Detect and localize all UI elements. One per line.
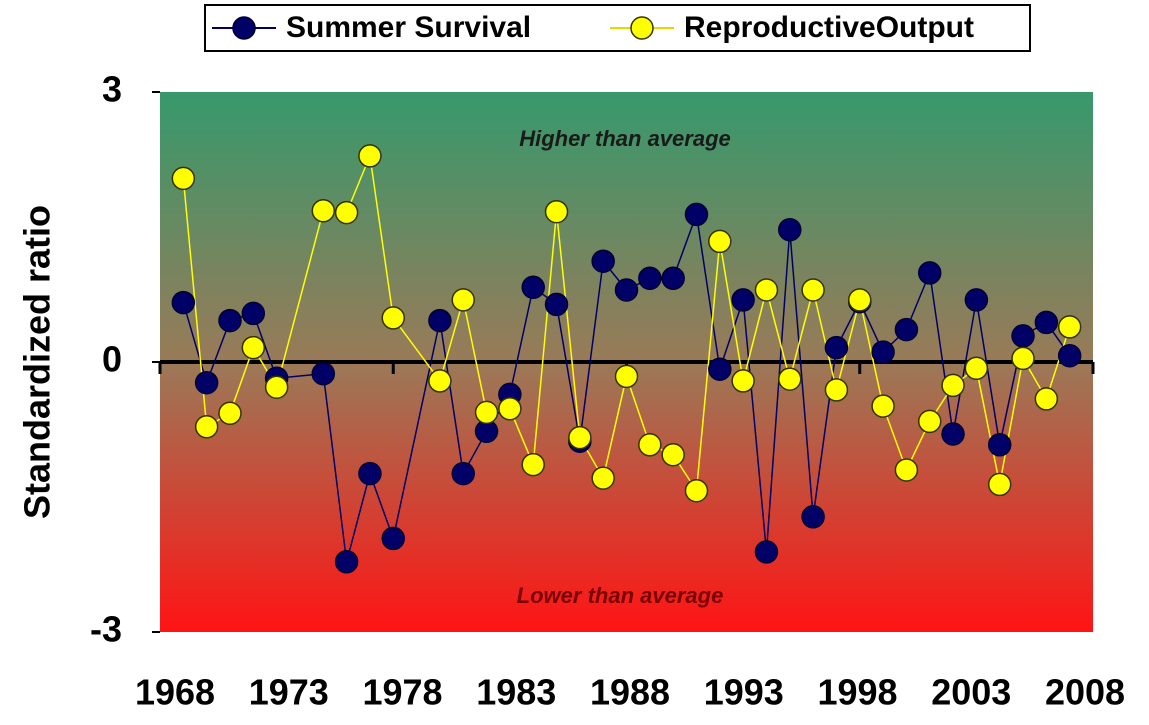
marker — [1011, 346, 1035, 371]
marker — [311, 199, 336, 223]
marker — [171, 166, 196, 191]
marker — [684, 202, 709, 227]
y-tick-label: -3 — [90, 609, 122, 650]
marker — [824, 378, 849, 402]
marker — [801, 278, 825, 302]
marker — [661, 266, 685, 291]
y-tick-label: 0 — [102, 339, 122, 380]
marker — [964, 288, 989, 312]
marker — [894, 458, 919, 482]
legend-marker — [630, 16, 654, 40]
marker — [824, 335, 849, 360]
x-tick-label: 2008 — [1045, 672, 1125, 713]
marker — [218, 308, 242, 333]
annotation: Lower than average — [517, 583, 724, 608]
marker — [568, 425, 592, 450]
marker — [428, 369, 452, 393]
marker — [731, 288, 755, 312]
marker — [801, 505, 825, 529]
marker — [941, 422, 965, 446]
x-tick-label: 1978 — [362, 672, 442, 713]
marker — [1034, 310, 1059, 335]
marker — [171, 290, 196, 315]
x-tick-label: 1973 — [249, 672, 329, 713]
x-tick-label: 2003 — [931, 672, 1011, 713]
marker — [638, 266, 662, 291]
marker — [731, 369, 755, 393]
marker — [498, 397, 522, 421]
marker — [1057, 343, 1082, 368]
marker — [871, 394, 895, 418]
marker — [987, 472, 1012, 497]
legend-label: ReproductiveOutput — [684, 11, 974, 44]
legend-label: Summer Survival — [286, 11, 531, 44]
marker — [987, 433, 1012, 457]
marker — [334, 550, 359, 574]
marker — [194, 370, 219, 395]
marker — [638, 433, 662, 457]
marker — [871, 340, 895, 364]
marker — [544, 292, 569, 317]
marker — [474, 400, 499, 425]
marker — [894, 317, 919, 342]
y-tick-label: 3 — [102, 69, 122, 110]
marker — [614, 278, 639, 302]
marker — [684, 478, 709, 503]
marker — [941, 373, 965, 398]
marker — [521, 452, 545, 477]
marker — [1057, 315, 1082, 339]
marker — [451, 288, 475, 312]
marker — [241, 301, 266, 326]
marker — [778, 217, 802, 242]
marker — [1011, 324, 1035, 348]
marker — [591, 466, 615, 490]
marker — [264, 375, 289, 399]
marker — [451, 461, 475, 486]
marker — [591, 249, 615, 273]
x-tick-label: 1993 — [704, 672, 784, 713]
marker — [194, 415, 219, 439]
marker — [381, 526, 405, 551]
marker — [521, 275, 545, 300]
marker — [381, 306, 405, 330]
marker — [358, 461, 382, 486]
marker — [964, 356, 989, 381]
marker — [358, 144, 382, 168]
marker — [218, 401, 242, 426]
marker — [708, 229, 732, 254]
x-tick-label: 1983 — [476, 672, 556, 713]
marker — [1034, 387, 1059, 411]
annotation: Higher than average — [519, 126, 731, 151]
marker — [917, 261, 942, 285]
marker — [848, 288, 872, 312]
marker — [334, 200, 359, 225]
x-tick-label: 1998 — [817, 672, 897, 713]
marker — [311, 361, 336, 386]
marker — [544, 199, 569, 224]
marker — [241, 335, 266, 360]
marker — [614, 364, 639, 389]
legend-marker — [232, 16, 256, 40]
marker — [754, 278, 779, 302]
x-tick-label: 1968 — [135, 672, 215, 713]
marker — [661, 442, 685, 467]
marker — [754, 540, 779, 564]
x-tick-label: 1988 — [590, 672, 670, 713]
marker — [708, 357, 732, 381]
marker — [917, 409, 942, 434]
y-axis-title: Standardized ratio — [17, 205, 58, 519]
marker — [778, 367, 802, 391]
marker — [428, 308, 452, 333]
